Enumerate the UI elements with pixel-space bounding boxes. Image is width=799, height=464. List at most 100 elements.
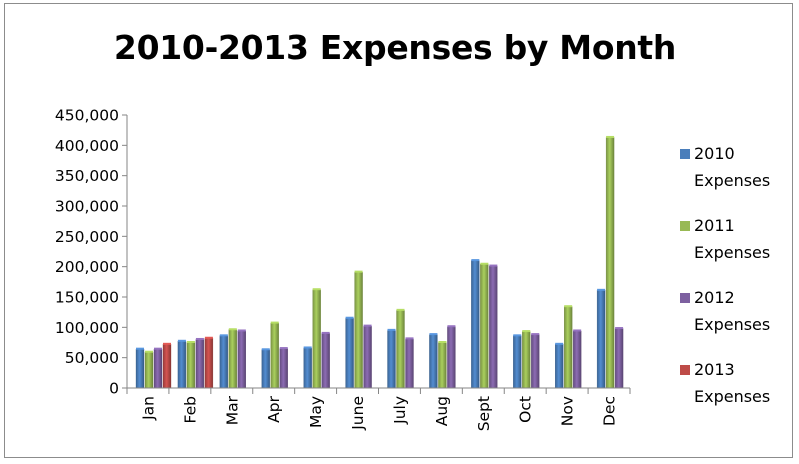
chart-title: 2010-2013 Expenses by Month — [113, 28, 677, 67]
bar-top-2011-Nov — [564, 305, 573, 308]
bar-top-2010-Feb — [177, 339, 186, 342]
y-tick-label: 100,000 — [55, 319, 119, 337]
y-tick-label: 300,000 — [55, 198, 119, 216]
bar-top-2012-Oct — [531, 333, 540, 336]
bar-top-2012-Feb — [195, 337, 204, 340]
bar-top-2011-Apr — [270, 321, 279, 324]
bar-top-2012-Apr — [279, 347, 288, 350]
bar-top-2010-Sept — [471, 259, 480, 262]
bar-top-2010-June — [345, 316, 354, 319]
x-tick-label: Jan — [139, 396, 157, 421]
x-tick-label: Aug — [433, 396, 451, 426]
legend-item-2011: 2011 Expenses — [680, 212, 795, 284]
bar-top-2011-Dec — [606, 135, 615, 138]
y-tick-label: 250,000 — [55, 228, 119, 246]
legend-item-2013: 2013 Expenses — [680, 356, 795, 428]
bar-2010-July — [387, 330, 396, 389]
bar-top-2010-Mar — [219, 334, 228, 337]
x-tick-label: Feb — [181, 396, 199, 423]
bar-2012-Nov — [573, 330, 582, 389]
bar-top-2010-Jan — [136, 347, 144, 350]
bar-top-2010-Aug — [429, 333, 438, 336]
bar-2011-May — [312, 289, 321, 389]
axes-group: 0 50,000 100,000 150,000 200,000 250,000 300,0… — [55, 107, 631, 431]
bar-2011-Sept — [480, 264, 489, 389]
bar-top-2012-Mar — [237, 329, 246, 332]
y-tick-label: 200,000 — [55, 258, 119, 276]
bar-2010-Oct — [513, 335, 522, 389]
bar-top-2011-May — [312, 288, 321, 291]
bar-2010-Feb — [177, 341, 187, 389]
bar-2011-Dec — [605, 137, 615, 389]
bar-top-2011-Jan — [145, 350, 153, 353]
bar-2012-Sept — [489, 265, 498, 389]
legend-label-2012: 2012 Expenses — [694, 288, 771, 334]
legend-swatch-2013 — [680, 365, 690, 375]
bar-top-2013-Feb — [204, 336, 213, 339]
legend-swatch-2011 — [680, 221, 690, 231]
bar-2011-Feb — [186, 342, 196, 389]
y-tick-label: 150,000 — [55, 289, 119, 307]
bar-top-2012-Jan — [154, 347, 162, 350]
legend-swatch-2012 — [680, 293, 690, 303]
bars-group — [135, 135, 624, 389]
y-tick-label: 0 — [109, 380, 119, 398]
bar-2012-Apr — [279, 348, 288, 389]
bar-top-2012-Nov — [573, 329, 582, 332]
y-tick-label: 400,000 — [55, 137, 119, 155]
bar-2012-Jan — [153, 349, 163, 389]
bar-top-2012-Sept — [489, 264, 498, 267]
x-tick-label: May — [307, 396, 325, 428]
bar-top-2010-July — [387, 328, 396, 331]
bar-2011-Apr — [270, 322, 279, 389]
legend: 2010 Expenses 2011 Expenses 2012 Expenses 2… — [680, 140, 795, 428]
bar-top-2012-Aug — [447, 325, 456, 328]
bar-2010-Apr — [261, 349, 270, 389]
bar-top-2011-Feb — [186, 341, 195, 343]
bar-top-2011-Mar — [228, 328, 237, 331]
bar-top-2012-July — [405, 337, 414, 340]
bar-2012-Mar — [237, 330, 246, 389]
bar-top-2011-Oct — [522, 330, 531, 333]
bar-2011-Jan — [144, 352, 154, 389]
legend-label-2013: 2013 Expenses — [694, 360, 771, 406]
bar-2011-Oct — [522, 331, 531, 389]
x-tick-label: Nov — [559, 396, 577, 426]
bar-top-2012-May — [321, 331, 330, 334]
x-tick-label: Dec — [601, 396, 619, 426]
x-tick-label: July — [391, 396, 409, 425]
bar-2012-Feb — [195, 339, 205, 389]
y-tick-label: 450,000 — [55, 107, 119, 125]
bar-top-2010-Oct — [513, 334, 522, 337]
bar-2013-Feb — [204, 338, 214, 389]
bar-top-2010-Apr — [261, 348, 270, 351]
bar-2013-Jan — [162, 344, 172, 389]
bar-2011-July — [396, 310, 405, 389]
bar-2012-Dec — [614, 328, 624, 389]
x-tick-label: Mar — [223, 395, 241, 425]
x-tick-label: June — [349, 396, 367, 431]
bar-2012-Oct — [531, 334, 540, 389]
bar-2011-Nov — [564, 306, 573, 389]
bar-2010-Jan — [135, 349, 145, 389]
bar-2012-Aug — [447, 326, 456, 389]
bar-2010-Aug — [429, 334, 438, 389]
bar-2012-July — [405, 338, 414, 389]
bar-top-2011-July — [396, 308, 405, 311]
bar-top-2011-June — [354, 270, 363, 273]
bar-2011-Aug — [438, 342, 447, 389]
bar-top-2010-May — [303, 346, 312, 349]
bar-top-2012-June — [363, 324, 372, 327]
bar-2011-Mar — [228, 329, 237, 389]
bar-2010-Mar — [219, 335, 228, 389]
bar-2010-Nov — [555, 344, 564, 389]
legend-item-2012: 2012 Expenses — [680, 284, 795, 356]
x-tick-label: Sept — [475, 396, 493, 431]
bar-2011-June — [354, 271, 363, 389]
bar-2010-Dec — [596, 290, 606, 389]
x-tick-label: Apr — [265, 395, 283, 422]
bar-top-2010-Nov — [555, 342, 564, 345]
bar-top-2011-Aug — [438, 341, 447, 343]
bar-2010-Sept — [471, 260, 480, 389]
bar-top-2011-Sept — [480, 262, 489, 265]
